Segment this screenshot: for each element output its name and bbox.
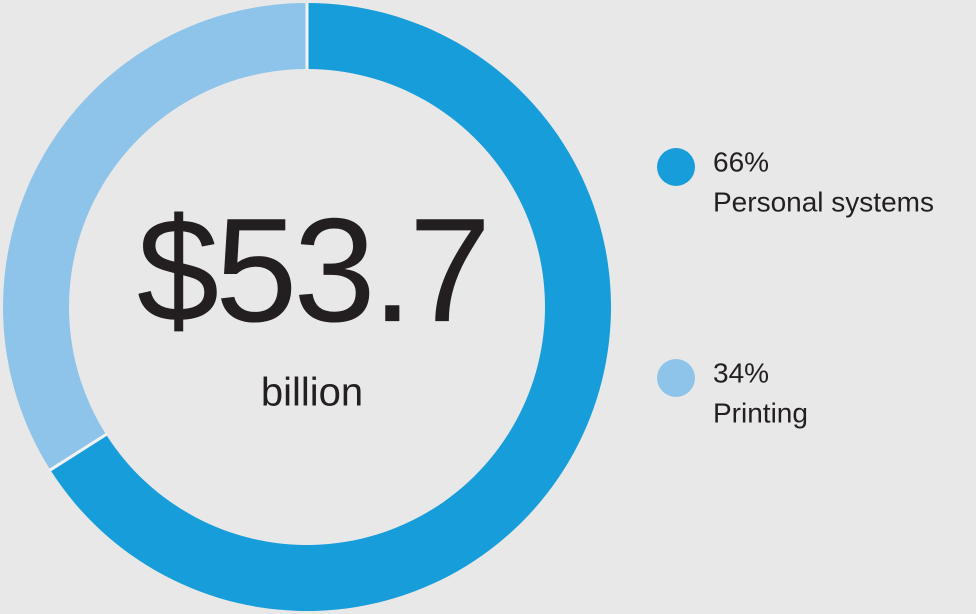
slice xyxy=(2,3,308,470)
legend-swatch xyxy=(657,359,695,397)
center-label: billion xyxy=(261,371,363,415)
legend-swatch xyxy=(657,148,695,186)
legend-label: Printing xyxy=(713,397,808,428)
legend: 66% Personal systems 34% Printing xyxy=(657,146,934,428)
legend-value: 34% xyxy=(713,357,769,388)
legend-value: 66% xyxy=(713,146,769,177)
slice-separator xyxy=(48,432,108,472)
donut xyxy=(2,2,611,611)
center-value: $53.7 xyxy=(137,188,487,353)
legend-label: Personal systems xyxy=(713,186,934,217)
